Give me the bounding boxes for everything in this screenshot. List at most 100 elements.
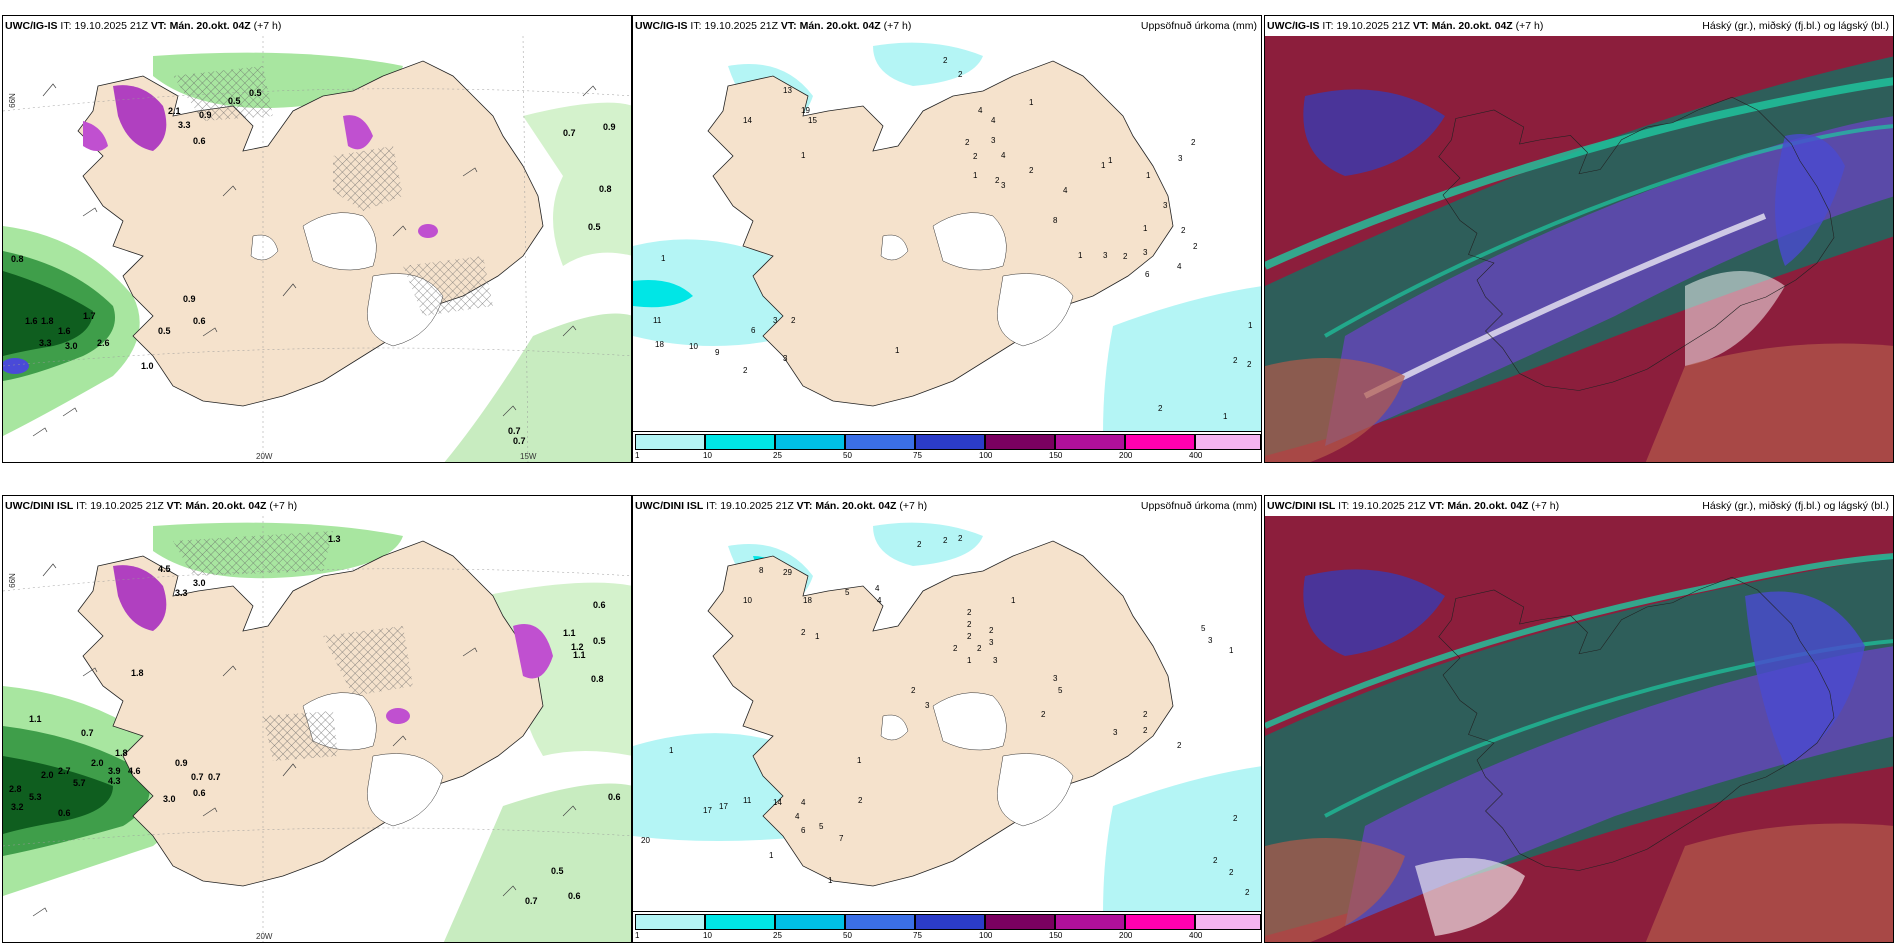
precip-value: 0.5 <box>249 88 262 98</box>
precip-value: 14 <box>773 798 782 807</box>
precip-value: 6 <box>1145 270 1150 279</box>
precip-value: 3 <box>1178 154 1183 163</box>
precip-value: 8 <box>1053 216 1058 225</box>
precip-value: 0.5 <box>551 866 564 876</box>
colorbar-tick: 25 <box>773 451 782 460</box>
precip-value: 1.1 <box>573 650 586 660</box>
colorbar-swatch <box>1125 434 1195 450</box>
colorbar-tick: 200 <box>1119 931 1133 940</box>
precip-value: 3 <box>783 354 788 363</box>
precip-value: 2 <box>1233 814 1238 823</box>
precip-value: 10 <box>743 596 752 605</box>
precip-value: 1 <box>769 851 774 860</box>
colorbar-tick: 50 <box>843 451 852 460</box>
precip-value: 1 <box>1143 224 1148 233</box>
precip-value: 2 <box>1143 710 1148 719</box>
precip-value: 1 <box>1248 321 1253 330</box>
precip-value: 0.6 <box>193 316 206 326</box>
precip-value: 18 <box>803 596 812 605</box>
precip-value: 2.0 <box>41 770 54 780</box>
precip-value: 2 <box>977 644 982 653</box>
precip-value: 5.3 <box>29 792 42 802</box>
precip-value: 2 <box>967 620 972 629</box>
precip-value: 0.7 <box>508 426 521 436</box>
precip-value: 1 <box>661 254 666 263</box>
precip-value: 1.8 <box>41 316 54 326</box>
precip-value: 3 <box>1001 181 1006 190</box>
precip-value: 2 <box>1191 138 1196 147</box>
precip-value: 1.1 <box>563 628 576 638</box>
precip-value: 2 <box>1193 242 1198 251</box>
precip-value: 3 <box>991 136 996 145</box>
precip-value: 5.7 <box>73 778 86 788</box>
colorbar-swatch <box>1055 434 1125 450</box>
panel-header: UWC/IG-IS IT: 19.10.2025 21Z VT: Mán. 20… <box>1267 20 1544 32</box>
precip-value: 0.5 <box>158 326 171 336</box>
precip-value: 17 <box>719 802 728 811</box>
precip-value: 0.7 <box>191 772 204 782</box>
precip-value: 4 <box>795 812 800 821</box>
precip-value: 2 <box>967 608 972 617</box>
panel-header: UWC/IG-IS IT: 19.10.2025 21Z VT: Mán. 20… <box>635 20 912 32</box>
colorbar-swatch <box>775 434 845 450</box>
precip-value: 1.6 <box>25 316 38 326</box>
precip-value: 2.8 <box>9 784 22 794</box>
panel-dini-clouds: UWC/DINI ISL IT: 19.10.2025 21Z VT: Mán.… <box>1264 495 1894 943</box>
precip-value: 7 <box>839 834 844 843</box>
precip-value: 0.8 <box>599 184 612 194</box>
precip-value: 1 <box>1078 251 1083 260</box>
precip-value: 0.8 <box>11 254 24 264</box>
precip-value: 1 <box>1029 98 1034 107</box>
precip-value: 2 <box>911 686 916 695</box>
panel-title: Háský (gr.), miðský (fj.bl.) og lágský (… <box>1702 20 1889 32</box>
colorbar-tick: 1 <box>635 931 640 940</box>
wind-precip-map <box>3 36 631 462</box>
precip-value: 0.9 <box>175 758 188 768</box>
precip-value: 2 <box>743 366 748 375</box>
colorbar-swatch <box>1195 914 1261 930</box>
panel-header: UWC/DINI ISL IT: 19.10.2025 21Z VT: Mán.… <box>5 500 298 512</box>
precip-value: 2 <box>791 316 796 325</box>
precip-value: 2 <box>1123 252 1128 261</box>
precip-value: 4 <box>801 798 806 807</box>
colorbar-swatch <box>845 434 915 450</box>
precip-value: 2 <box>1233 356 1238 365</box>
colorbar-tick: 75 <box>913 931 922 940</box>
precip-value: 2 <box>967 632 972 641</box>
colorbar-tick: 400 <box>1189 451 1203 460</box>
precip-value: 11 <box>743 796 752 805</box>
precip-value: 1 <box>1146 171 1151 180</box>
panel-ig-is-clouds: UWC/IG-IS IT: 19.10.2025 21Z VT: Mán. 20… <box>1264 15 1894 463</box>
lat-label: 66N <box>7 93 17 108</box>
precip-value: 0.9 <box>603 122 616 132</box>
precip-value: 2 <box>1229 868 1234 877</box>
precip-value: 1 <box>828 876 833 885</box>
precip-value: 1 <box>1229 646 1234 655</box>
colorbar-swatch <box>635 914 705 930</box>
precip-value: 15 <box>808 116 817 125</box>
panel-header: UWC/IG-IS IT: 19.10.2025 21Z VT: Mán. 20… <box>5 20 282 32</box>
precip-value: 4.3 <box>108 776 121 786</box>
precip-value: 4 <box>978 106 983 115</box>
precip-value: 2 <box>1158 404 1163 413</box>
precip-value: 6 <box>751 326 756 335</box>
precip-value: 4 <box>1001 151 1006 160</box>
precip-value: 4 <box>1063 186 1068 195</box>
precip-value: 0.9 <box>199 110 212 120</box>
precip-value: 3.0 <box>65 341 78 351</box>
colorbar-tick: 10 <box>703 451 712 460</box>
colorbar-swatch <box>1195 434 1261 450</box>
precip-value: 0.7 <box>563 128 576 138</box>
precip-value: 0.6 <box>568 891 581 901</box>
precip-value: 11 <box>653 316 662 325</box>
colorbar-swatch <box>985 434 1055 450</box>
lat-label: 66N <box>7 573 17 588</box>
precip-value: 1 <box>815 632 820 641</box>
precip-value: 2.6 <box>97 338 110 348</box>
panel-title: Uppsöfnuð úrkoma (mm) <box>1140 500 1257 512</box>
panel-ig-is-wind: UWC/IG-IS IT: 19.10.2025 21Z VT: Mán. 20… <box>2 15 632 463</box>
precip-value: 18 <box>655 340 664 349</box>
colorbar-swatch <box>915 914 985 930</box>
precip-value: 4.6 <box>128 766 141 776</box>
precip-value: 2 <box>958 70 963 79</box>
